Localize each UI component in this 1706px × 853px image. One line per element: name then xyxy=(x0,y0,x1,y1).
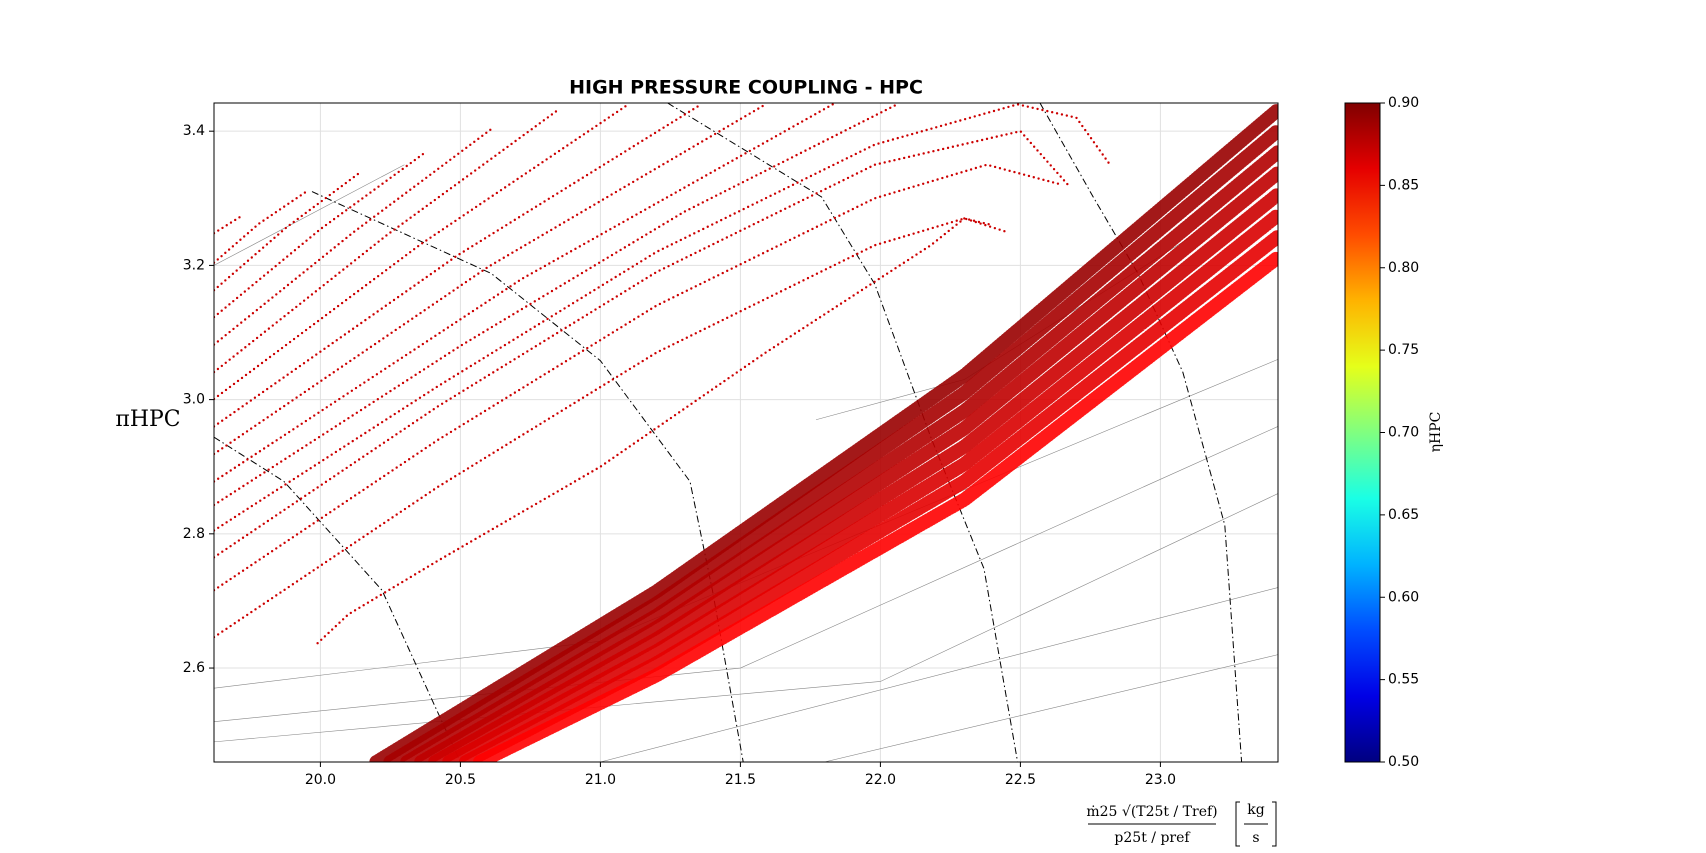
scatter-line xyxy=(369,103,1278,762)
colorbar-tick-label: 0.90 xyxy=(1388,95,1419,111)
y-tick-label: 3.2 xyxy=(183,257,205,273)
x-tick-label: 22.0 xyxy=(865,772,896,788)
gray-line xyxy=(214,164,405,266)
colorbar-label: ηHPC xyxy=(1428,412,1444,453)
scatter-line xyxy=(400,144,1278,762)
unit-brackets xyxy=(1235,801,1277,847)
gray-line xyxy=(214,426,1278,723)
plot-area xyxy=(214,103,1278,762)
chart-title: HIGH PRESSURE COUPLING - HPC xyxy=(569,77,923,99)
y-axis-label: πHPC xyxy=(115,407,180,432)
y-tick-label: 3.4 xyxy=(183,123,205,139)
dashdot-line xyxy=(214,436,461,762)
y-tick-label: 3.0 xyxy=(183,392,205,408)
scatter-line xyxy=(214,214,244,235)
plot-frame xyxy=(213,102,1279,763)
y-tick-label: 2.8 xyxy=(183,526,205,542)
scatter-line xyxy=(214,108,560,374)
colorbar-tick-label: 0.75 xyxy=(1388,342,1419,358)
scatter-line xyxy=(214,103,630,401)
scatter-line xyxy=(214,103,767,456)
scatter-line xyxy=(214,129,1070,559)
scatter-line xyxy=(214,103,899,507)
colorbar xyxy=(1344,102,1381,763)
colorbar-tick-label: 0.85 xyxy=(1388,177,1419,193)
scatter-line xyxy=(214,103,1112,532)
colorbar-tick-label: 0.50 xyxy=(1388,754,1419,770)
colorbar-tick-label: 0.60 xyxy=(1388,589,1419,605)
colorbar-tick-label: 0.65 xyxy=(1388,507,1419,523)
scatter-line xyxy=(214,127,493,346)
x-tick-label: 21.0 xyxy=(585,772,616,788)
scatter-line xyxy=(214,171,361,292)
scatter-line xyxy=(459,229,1278,762)
scatter-line xyxy=(214,103,703,428)
scatter-line xyxy=(214,190,308,264)
x-tick-label: 21.5 xyxy=(725,772,756,788)
scatter-line xyxy=(414,165,1278,762)
scatter-line xyxy=(383,123,1278,762)
x-tick-label: 23.0 xyxy=(1145,772,1176,788)
x-label-denominator: p25t / pref xyxy=(1114,830,1191,846)
dashdot-line xyxy=(667,103,1019,762)
scatter-line xyxy=(316,217,991,645)
gray-line xyxy=(600,587,1278,762)
scatter-line xyxy=(473,250,1278,762)
y-tick-label: 2.6 xyxy=(183,660,205,676)
x-label-numerator: ṁ25 √(T25t / Tref) xyxy=(1086,804,1217,820)
gray-line xyxy=(824,654,1278,762)
colorbar-tick-label: 0.70 xyxy=(1388,425,1419,441)
x-unit-numerator: kg xyxy=(1247,802,1264,818)
scatter-line xyxy=(428,187,1278,762)
x-tick-label: 20.5 xyxy=(445,772,476,788)
x-tick-label: 20.0 xyxy=(305,772,336,788)
scatter-line xyxy=(214,217,1008,639)
scatter-line xyxy=(214,150,428,319)
scatter-line xyxy=(214,163,1064,592)
colorbar-tick-label: 0.55 xyxy=(1388,672,1419,688)
x-tick-label: 22.5 xyxy=(1005,772,1036,788)
colorbar-tick-label: 0.80 xyxy=(1388,260,1419,276)
x-unit-denominator: s xyxy=(1252,830,1259,846)
scatter-line xyxy=(442,208,1278,762)
